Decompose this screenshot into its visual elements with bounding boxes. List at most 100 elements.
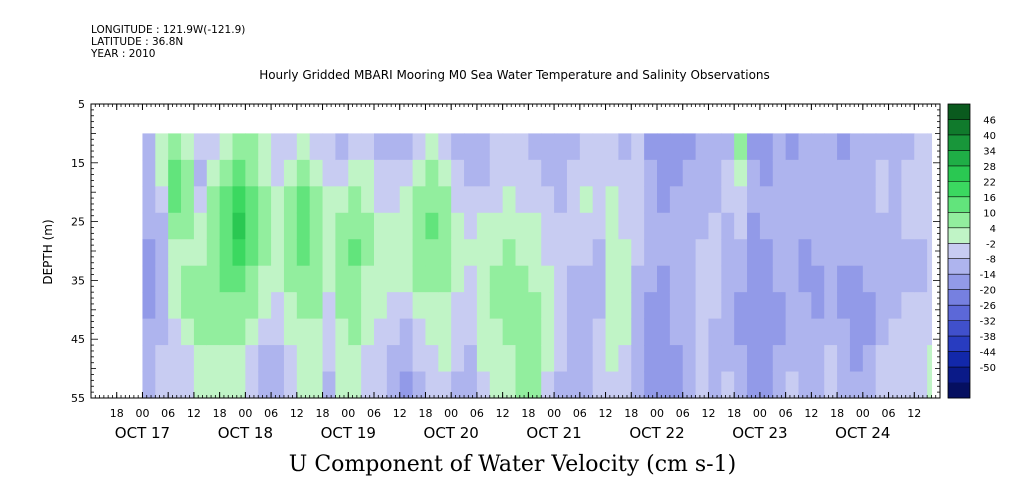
heatmap-cell [374, 133, 388, 161]
location-info: LONGITUDE : 121.9W(-121.9) LATITUDE : 36… [91, 24, 245, 60]
heatmap-cell [605, 159, 620, 187]
heatmap-cell [605, 133, 620, 161]
heatmap-cell [489, 318, 504, 346]
heatmap-cell [168, 371, 182, 399]
heatmap-cell [374, 318, 388, 346]
heatmap-cell [361, 318, 375, 346]
heatmap-cell [142, 239, 156, 267]
heatmap-cell [554, 239, 568, 267]
heatmap-cell [618, 292, 632, 320]
heatmap-cell [927, 159, 933, 187]
heatmap-cell [927, 265, 933, 293]
heatmap-cell [734, 186, 748, 214]
heatmap-cell [399, 265, 414, 293]
heatmap-cell [721, 292, 735, 320]
heatmap-cell [772, 212, 787, 240]
heatmap-cell [657, 133, 671, 161]
heatmap-cell [399, 133, 414, 161]
heatmap-cell [888, 345, 903, 373]
heatmap-cell [374, 371, 388, 399]
heatmap-cell [412, 371, 427, 399]
heatmap-cell [193, 133, 208, 161]
heatmap-cell [824, 159, 838, 187]
heatmap-cell [335, 212, 349, 240]
heatmap-cell [657, 292, 671, 320]
heatmap-cell [734, 212, 748, 240]
heatmap-cell [759, 345, 774, 373]
heatmap-cell [747, 239, 761, 267]
heatmap-cell [515, 318, 529, 346]
heatmap-cell [374, 265, 388, 293]
heatmap-cell [914, 345, 928, 373]
heatmap-cell [348, 292, 362, 320]
heatmap-cell [695, 292, 710, 320]
colorbar-swatch [948, 104, 970, 120]
heatmap-cell [811, 133, 825, 161]
heatmap-cell [759, 212, 774, 240]
heatmap-cell [759, 371, 774, 399]
heatmap-cell [451, 159, 465, 187]
x-hour-tick-label: 18 [110, 407, 124, 420]
heatmap-cell [528, 212, 542, 240]
heatmap-cell [579, 265, 594, 293]
heatmap-cell [669, 318, 684, 346]
heatmap-cell [245, 212, 259, 240]
heatmap-cell [155, 345, 169, 373]
heatmap-cell [258, 318, 272, 346]
heatmap-cell [386, 212, 401, 240]
heatmap-cell [464, 371, 478, 399]
heatmap-cell [849, 292, 864, 320]
heatmap-cell [438, 212, 452, 240]
heatmap-cell [772, 371, 787, 399]
colorbar-label: 22 [983, 177, 996, 188]
heatmap-cell [618, 212, 632, 240]
heatmap-cell [374, 212, 388, 240]
heatmap-cell [489, 212, 504, 240]
heatmap-cell [399, 239, 414, 267]
heatmap-cell [901, 318, 915, 346]
heatmap-cell [914, 212, 928, 240]
colorbar-swatch [948, 258, 970, 275]
heatmap-cell [296, 318, 311, 346]
heatmap-cell [502, 292, 517, 320]
heatmap-cell [541, 371, 555, 399]
heatmap-cell [258, 345, 272, 373]
heatmap-cell [566, 345, 581, 373]
heatmap-cell [374, 186, 388, 214]
colorbar-label: -50 [980, 363, 996, 374]
heatmap-cell [399, 159, 414, 187]
heatmap-cell [245, 159, 259, 187]
heatmap-cell [657, 239, 671, 267]
heatmap-cell [348, 212, 362, 240]
heatmap-cell [232, 186, 246, 214]
heatmap-cell [476, 133, 491, 161]
heatmap-cell [708, 133, 722, 161]
x-hour-tick-label: 12 [599, 407, 613, 420]
heatmap-cell [296, 292, 311, 320]
colorbar-swatch [948, 150, 970, 167]
heatmap-cell [592, 212, 607, 240]
colorbar-swatch [948, 305, 970, 322]
heatmap-cell [811, 265, 825, 293]
colorbar-swatch [948, 336, 970, 352]
heatmap-cell [837, 186, 851, 214]
heatmap-cell [168, 186, 182, 214]
heatmap-cell [335, 186, 349, 214]
heatmap-cell [862, 345, 877, 373]
heatmap-cell [785, 345, 800, 373]
heatmap-cell [206, 345, 221, 373]
x-hour-tick-label: 06 [779, 407, 793, 420]
heatmap-cell [438, 159, 452, 187]
heatmap-cell [425, 318, 439, 346]
heatmap-cell [566, 371, 581, 399]
colorbar-swatch [948, 119, 970, 136]
heatmap-cell [554, 186, 568, 214]
heatmap-cell [335, 133, 349, 161]
heatmap-cell [464, 345, 478, 373]
heatmap-cell [451, 212, 465, 240]
x-hour-tick-label: 18 [830, 407, 844, 420]
heatmap-cell [695, 345, 710, 373]
heatmap-cell [592, 239, 607, 267]
y-tick-label: 55 [71, 392, 85, 405]
x-date-label: OCT 22 [629, 424, 684, 442]
